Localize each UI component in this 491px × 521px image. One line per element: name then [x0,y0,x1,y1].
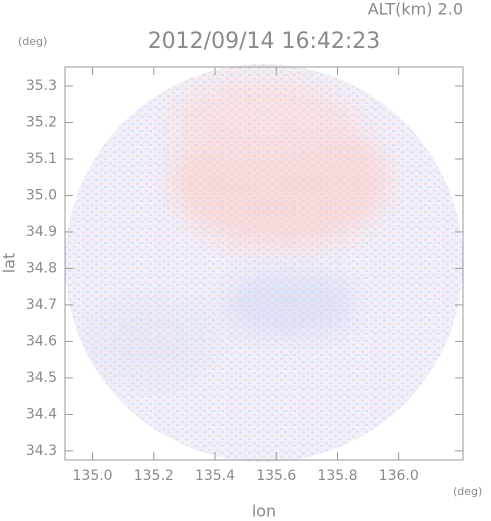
chart-title: 2012/09/14 16:42:23 [148,29,381,54]
y-tick-label: 35.2 [26,114,57,130]
x-tick-label: 135.0 [73,468,113,484]
y-tick-label: 34.7 [26,297,57,313]
y-axis-label: lat [0,253,19,274]
x-tick-label: 135.6 [256,468,296,484]
x-tick-label: 135.4 [195,468,235,484]
radar-field [65,64,463,462]
y-unit: (deg) [18,35,47,48]
x-axis-label: lon [252,502,276,521]
y-tick-label: 35.1 [26,151,57,167]
plot-frame [64,66,464,461]
y-tick-label: 34.5 [26,370,57,386]
y-tick-label: 35.3 [26,78,57,94]
altitude-label: ALT(km) 2.0 [368,0,463,19]
x-tick-label: 135.8 [317,468,357,484]
x-tick-label: 136.0 [379,468,419,484]
x-unit: (deg) [453,485,482,498]
y-tick-label: 34.9 [26,224,57,240]
x-tick-label: 135.2 [134,468,174,484]
y-tick-label: 34.4 [26,406,57,422]
y-tick-label: 34.6 [26,333,57,349]
y-tick-label: 34.8 [26,260,57,276]
y-tick-label: 34.3 [26,443,57,459]
y-tick-label: 35.0 [26,187,57,203]
